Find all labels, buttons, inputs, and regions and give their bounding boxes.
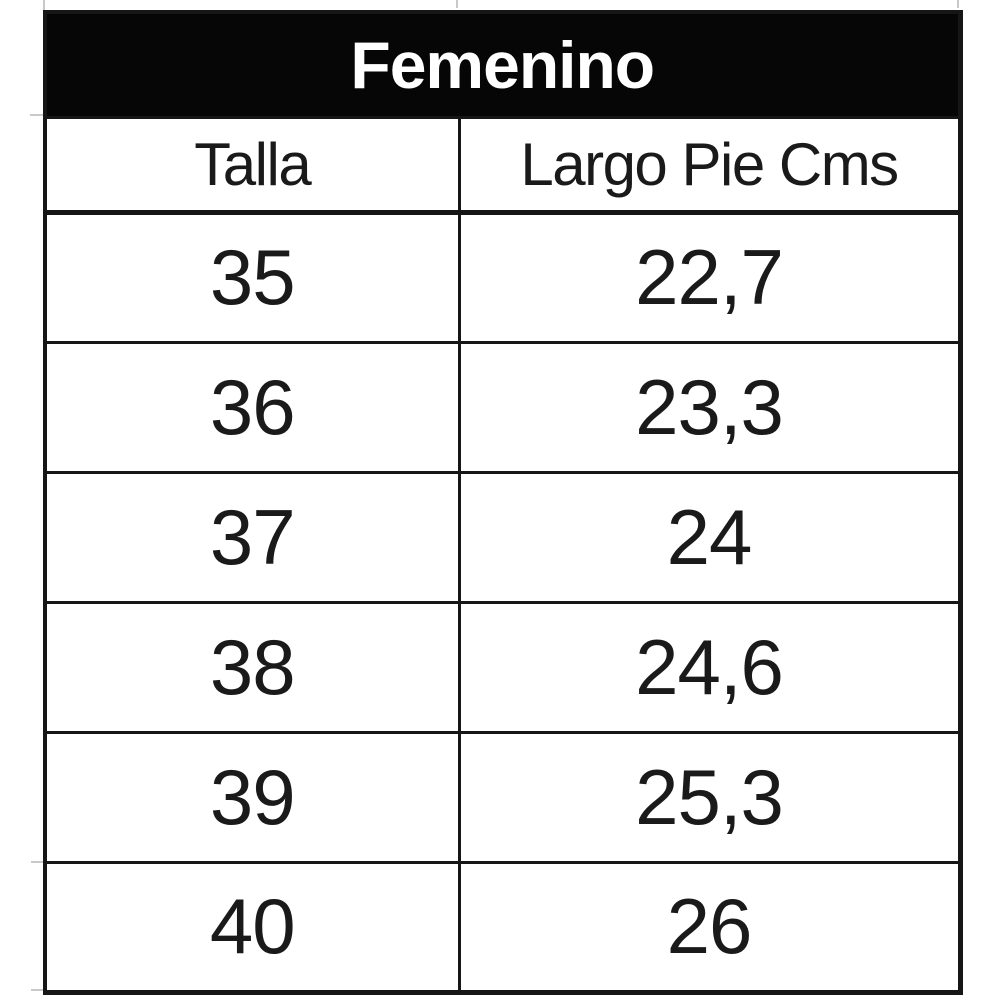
column-header-talla: Talla [43,115,461,215]
gridline-stub [43,0,45,10]
largo-pie-cell: 24,6 [457,600,963,734]
table-row: 40 26 [43,860,963,995]
table-row: 38 24,6 [43,600,963,734]
table-header-row: Talla Largo Pie Cms [43,115,963,215]
column-header-largo-pie-cms: Largo Pie Cms [457,115,963,215]
table-body: 35 22,7 36 23,3 37 24 38 24,6 39 25,3 40 26 [43,210,963,995]
talla-cell: 35 [43,210,461,344]
table-title: Femenino [42,10,963,119]
talla-cell: 38 [43,600,461,734]
table-title-row: Femenino [42,10,963,119]
gridline-stub [30,114,43,116]
largo-pie-cell: 24 [457,470,963,604]
gridline-stub [31,861,43,863]
shoe-size-table: Femenino Talla Largo Pie Cms 35 22,7 36 23,… [42,10,963,995]
table-row: 35 22,7 [43,210,963,344]
table-row: 39 25,3 [43,730,963,864]
largo-pie-cell: 22,7 [457,210,963,344]
talla-cell: 37 [43,470,461,604]
table-row: 37 24 [43,470,963,604]
table-row: 36 23,3 [43,340,963,474]
largo-pie-cell: 23,3 [457,340,963,474]
gridline-stub [957,0,959,8]
talla-cell: 36 [43,340,461,474]
gridline-stub [456,0,458,8]
talla-cell: 39 [43,730,461,864]
talla-cell: 40 [43,860,461,995]
largo-pie-cell: 25,3 [457,730,963,864]
gridline-stub [31,989,43,991]
largo-pie-cell: 26 [457,860,963,995]
